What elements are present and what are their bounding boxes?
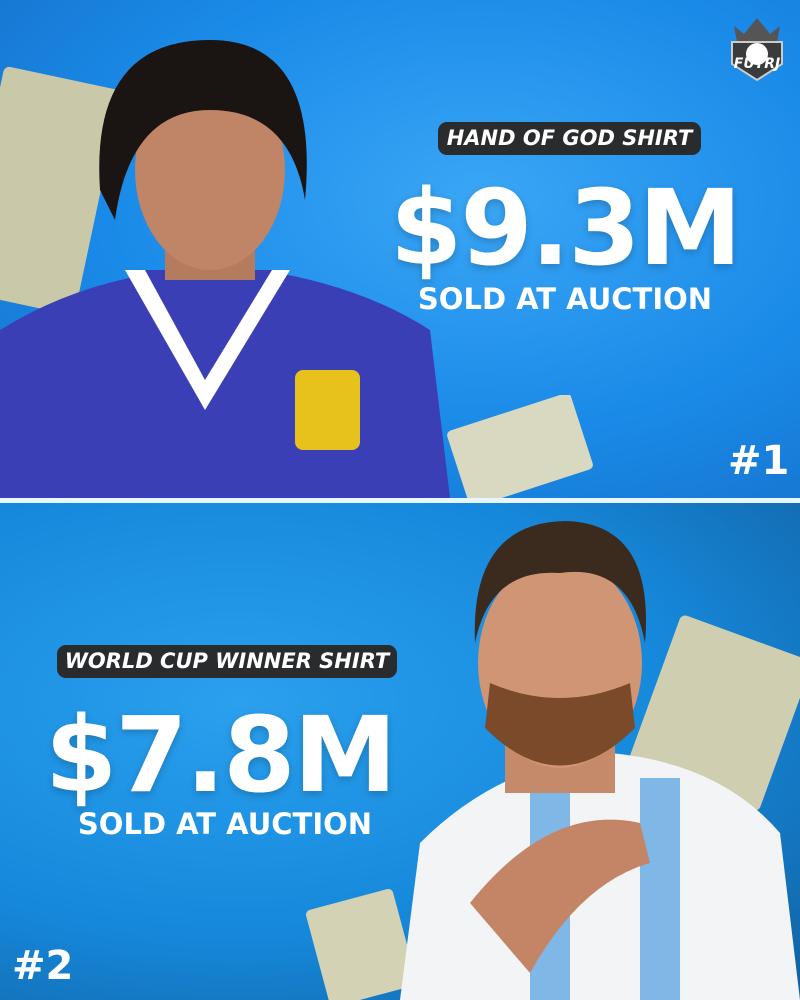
item-label: WORLD CUP WINNER SHIRT [57, 645, 397, 678]
item-price: $7.8M [44, 694, 397, 816]
rank-number: #2 [12, 943, 74, 989]
banknote-image [630, 615, 800, 811]
brand-logo: FUTRJ [731, 18, 783, 82]
item-caption: SOLD AT AUCTION [417, 282, 713, 316]
item-label: HAND OF GOD SHIRT [438, 122, 701, 155]
item-price: $9.3M [389, 167, 742, 289]
banknote-image [0, 66, 121, 315]
rank-number: #1 [728, 438, 790, 484]
item-panel-1: FUTRJ HAND OF GOD SHIRT $9.3M SOLD AT AU… [0, 0, 800, 498]
banknote-image [306, 889, 415, 1000]
logo-text: FUTRJ [734, 56, 780, 72]
divider [0, 498, 800, 503]
player-photo-messi [400, 521, 800, 1000]
item-caption: SOLD AT AUCTION [77, 807, 373, 841]
player-photo-maradona [0, 40, 450, 498]
banknote-image [447, 395, 593, 498]
item-panel-2: WORLD CUP WINNER SHIRT $7.8M SOLD AT AUC… [0, 503, 800, 1000]
